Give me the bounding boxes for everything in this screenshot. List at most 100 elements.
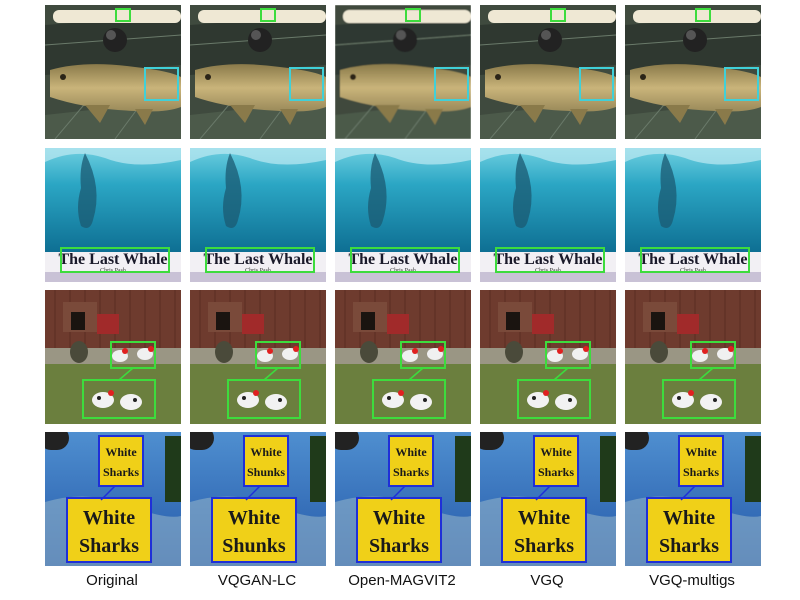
- poster-title: The Last Whale: [348, 251, 457, 268]
- fish-picture: [625, 5, 761, 139]
- image-whale-poster-4: The Last Whale Chris Pash: [625, 148, 761, 282]
- fish-picture: [45, 5, 181, 139]
- connector-line: [263, 367, 279, 381]
- book-word-large-2: Sharks: [79, 535, 139, 557]
- image-shark-book-4: White Sharks White Sharks: [625, 432, 761, 566]
- image-fish-1: [190, 5, 326, 139]
- image-chickens-2: [335, 290, 471, 424]
- image-whale-poster-3: The Last Whale Chris Pash: [480, 148, 616, 282]
- book-word-small-1: White: [105, 445, 137, 459]
- highlight-box-fish: [289, 67, 324, 101]
- image-fish-3: [480, 5, 616, 139]
- chickens-picture: [480, 290, 616, 424]
- highlight-box-large: [356, 497, 442, 563]
- chickens-picture: [45, 290, 181, 424]
- connector-line: [553, 367, 569, 381]
- connector-line: [680, 485, 696, 501]
- column-label-open-magvit2: Open-MAGVIT2: [348, 572, 456, 589]
- highlight-box-fish: [724, 67, 759, 101]
- book-word-small-2: Sharks: [103, 465, 139, 479]
- connector-line: [118, 367, 134, 381]
- poster-title: The Last Whale: [203, 251, 312, 268]
- highlight-box-rod: [260, 8, 276, 22]
- connector-line: [408, 367, 424, 381]
- highlight-box-rod: [695, 8, 711, 22]
- highlight-box-rod: [405, 8, 421, 22]
- book-word-large-2: Sharks: [369, 535, 429, 557]
- book-word-large-1: White: [663, 507, 715, 529]
- highlight-box-rod: [115, 8, 131, 22]
- highlight-box-large: [211, 497, 297, 563]
- book-word-large-1: White: [228, 507, 280, 529]
- book-word-large-2: Shunks: [222, 535, 286, 557]
- image-shark-book-1: White Shunks White Shunks: [190, 432, 326, 566]
- column-label-vgq-multigs: VGQ-multigs: [649, 572, 735, 589]
- connector-line: [100, 485, 116, 501]
- fish-picture: [335, 5, 471, 139]
- column-label-original: Original: [86, 572, 138, 589]
- highlight-box-fish: [144, 67, 179, 101]
- image-chickens-3: [480, 290, 616, 424]
- book-word-large-2: Sharks: [514, 535, 574, 557]
- highlight-box-large: [66, 497, 152, 563]
- highlight-box-rod: [550, 8, 566, 22]
- image-whale-poster-2: The Last Whale Chris Pash: [335, 148, 471, 282]
- chickens-picture: [335, 290, 471, 424]
- highlight-box-small: [388, 435, 434, 487]
- book-word-small-1: White: [685, 445, 717, 459]
- image-fish-2: [335, 5, 471, 139]
- book-word-small-2: Sharks: [538, 465, 574, 479]
- image-chickens-0: [45, 290, 181, 424]
- image-shark-book-2: White Sharks White Sharks: [335, 432, 471, 566]
- chickens-picture: [190, 290, 326, 424]
- shark-book-picture: White Sharks White Sharks: [625, 432, 761, 566]
- highlight-box-title: [350, 247, 460, 273]
- chickens-picture: [625, 290, 761, 424]
- book-word-small-1: White: [250, 445, 282, 459]
- book-word-large-2: Sharks: [659, 535, 719, 557]
- connector-line: [390, 485, 406, 501]
- connector-line: [245, 485, 261, 501]
- book-word-small-1: White: [540, 445, 572, 459]
- book-word-small-2: Sharks: [393, 465, 429, 479]
- book-word-large-1: White: [518, 507, 570, 529]
- highlight-box-title: [205, 247, 315, 273]
- connector-line: [535, 485, 551, 501]
- image-fish-0: [45, 5, 181, 139]
- image-whale-poster-0: The Last Whale Chris Pash: [45, 148, 181, 282]
- highlight-box-small: [678, 435, 724, 487]
- image-whale-poster-1: The Last Whale Chris Pash: [190, 148, 326, 282]
- highlight-box-title: [60, 247, 170, 273]
- highlight-box-fish: [434, 67, 469, 101]
- image-chickens-4: [625, 290, 761, 424]
- poster-title: The Last Whale: [638, 251, 747, 268]
- column-label-vgq: VGQ: [530, 572, 564, 589]
- highlight-box-title: [495, 247, 605, 273]
- highlight-box-fish: [579, 67, 614, 101]
- connector-line: [698, 367, 714, 381]
- book-word-small-1: White: [395, 445, 427, 459]
- column-label-vqgan-lc: VQGAN-LC: [217, 572, 297, 589]
- book-word-small-2: Shunks: [247, 465, 285, 479]
- highlight-box-large: [501, 497, 587, 563]
- image-fish-4: [625, 5, 761, 139]
- poster-title: The Last Whale: [58, 251, 167, 268]
- shark-book-picture: White Shunks White Shunks: [190, 432, 326, 566]
- image-shark-book-0: White Sharks White Sharks: [45, 432, 181, 566]
- shark-book-picture: White Sharks White Sharks: [45, 432, 181, 566]
- highlight-box-title: [640, 247, 750, 273]
- book-word-large-1: White: [373, 507, 425, 529]
- shark-book-picture: White Sharks White Sharks: [335, 432, 471, 566]
- shark-book-picture: White Sharks White Sharks: [480, 432, 616, 566]
- highlight-box-large: [646, 497, 732, 563]
- book-word-large-1: White: [83, 507, 135, 529]
- highlight-box-small: [533, 435, 579, 487]
- image-chickens-1: [190, 290, 326, 424]
- book-word-small-2: Sharks: [683, 465, 719, 479]
- highlight-box-small: [243, 435, 289, 487]
